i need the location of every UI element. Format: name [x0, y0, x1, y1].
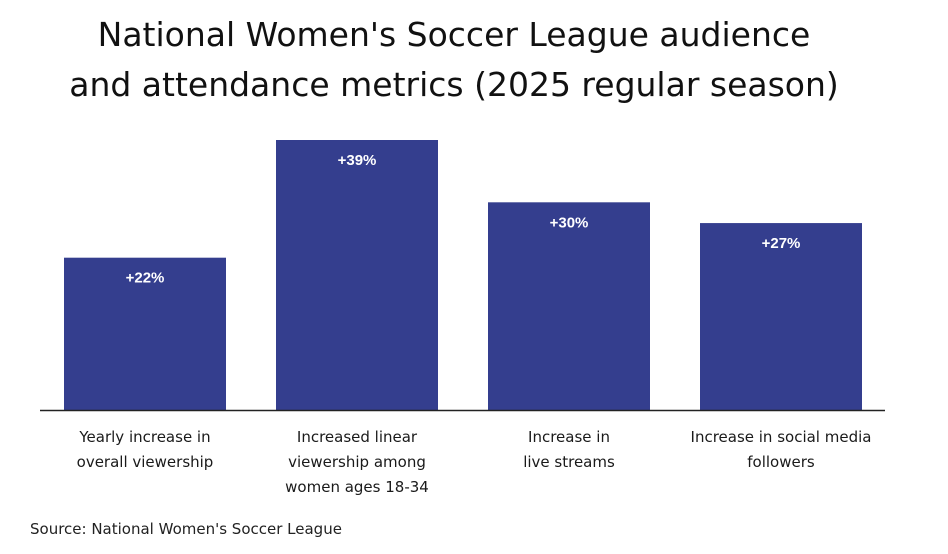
category-label-line: followers — [747, 453, 815, 471]
data-label-1: +22% — [126, 270, 165, 287]
data-label-3: +30% — [550, 214, 589, 231]
category-label-line: live streams — [523, 453, 615, 471]
source-note: Source: National Women's Soccer League — [30, 520, 342, 538]
data-label-2: +39% — [338, 152, 377, 169]
category-label-line: Increase in social media — [691, 428, 872, 446]
category-label-line: Yearly increase in — [78, 428, 210, 446]
bar-2 — [276, 140, 438, 410]
bar-4 — [700, 223, 862, 410]
bar-3 — [488, 202, 650, 410]
category-label-4: Increase in social media followers — [691, 428, 872, 471]
category-label-3: Increase in live streams — [523, 428, 615, 471]
category-label-line: overall viewership — [77, 453, 214, 471]
category-label-line: Increase in — [528, 428, 610, 446]
chart-title-line-1: National Women's Soccer League audience — [97, 15, 811, 54]
category-label-line: viewership among — [288, 453, 426, 471]
bar-1 — [64, 257, 226, 410]
chart-title-line-2: and attendance metrics (2025 regular sea… — [69, 65, 839, 104]
category-label-line: women ages 18-34 — [285, 478, 429, 496]
category-label-1: Yearly increase in overall viewership — [77, 428, 214, 471]
data-label-4: +27% — [762, 235, 801, 252]
category-label-line: Increased linear — [297, 428, 418, 446]
chart-title: National Women's Soccer League audience … — [0, 10, 908, 110]
category-label-2: Increased linear viewership among women ag… — [285, 428, 429, 496]
